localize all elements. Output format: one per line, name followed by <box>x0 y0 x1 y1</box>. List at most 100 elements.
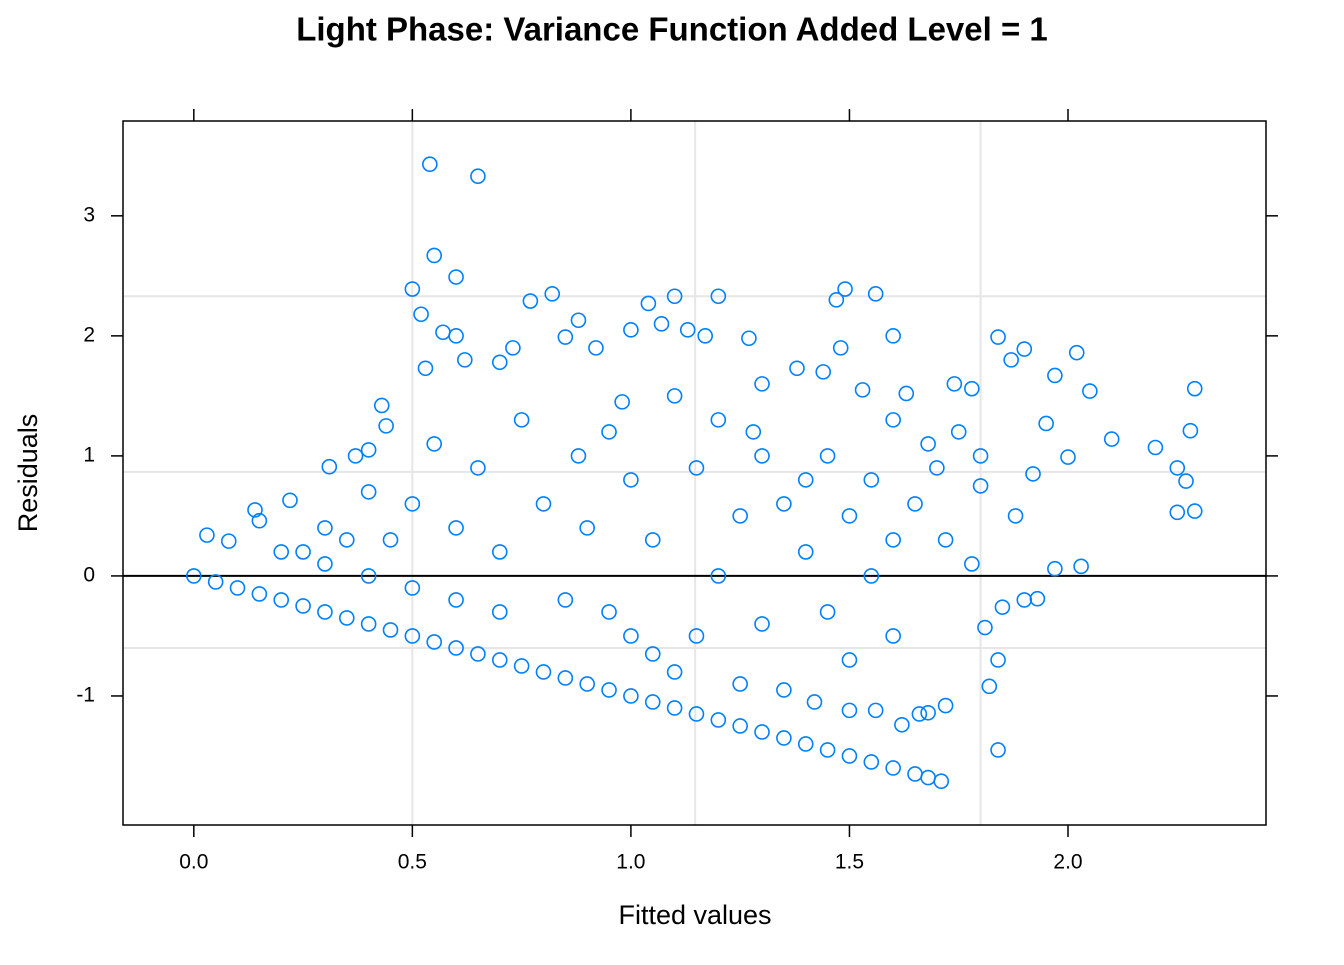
x-tick-label: 0.5 <box>398 851 427 874</box>
point <box>513 658 530 674</box>
point <box>601 424 617 440</box>
point <box>732 508 748 524</box>
point <box>863 472 880 488</box>
point <box>404 628 421 644</box>
point <box>894 716 910 733</box>
point <box>920 704 936 721</box>
point <box>317 556 333 572</box>
point <box>360 616 377 632</box>
point <box>470 646 486 662</box>
point <box>535 496 552 512</box>
point <box>745 424 762 440</box>
point <box>797 472 814 488</box>
point <box>644 694 661 710</box>
point <box>863 568 880 584</box>
y-tick-label: 1 <box>83 443 95 466</box>
y-tick-label: 0 <box>83 563 95 586</box>
point <box>491 544 508 560</box>
point <box>1103 431 1120 447</box>
point <box>338 532 355 548</box>
point <box>972 478 989 494</box>
point <box>207 574 224 590</box>
point <box>557 329 574 345</box>
point <box>1147 439 1164 456</box>
points <box>186 156 1203 789</box>
point <box>819 742 836 758</box>
point <box>867 702 884 719</box>
point <box>535 664 552 680</box>
y-tick-label: 3 <box>83 203 95 226</box>
x-axis-label: Fitted values <box>618 900 771 930</box>
point <box>295 598 311 614</box>
point <box>1007 508 1024 524</box>
point <box>863 754 880 770</box>
point <box>990 329 1006 345</box>
point <box>688 706 705 722</box>
point <box>964 556 980 572</box>
point <box>601 604 617 620</box>
point <box>841 508 858 524</box>
point <box>697 328 714 344</box>
point <box>754 448 770 464</box>
point <box>841 748 858 764</box>
point <box>382 532 399 548</box>
point <box>614 394 630 410</box>
point <box>1060 449 1076 465</box>
point <box>448 520 464 536</box>
point <box>815 364 832 380</box>
point <box>898 385 915 402</box>
point <box>644 532 661 548</box>
x-tick-label: 2.0 <box>1053 851 1082 874</box>
point <box>981 678 998 695</box>
point <box>732 718 748 734</box>
point <box>199 527 215 543</box>
point <box>413 306 429 323</box>
point <box>666 700 683 716</box>
point <box>907 496 923 512</box>
point <box>885 760 901 776</box>
point <box>373 397 390 414</box>
point <box>710 568 727 584</box>
point <box>426 634 443 650</box>
point <box>1073 558 1089 575</box>
point <box>623 628 639 644</box>
point <box>1047 367 1063 384</box>
grid <box>123 121 1266 825</box>
point <box>806 694 823 710</box>
point <box>819 604 836 620</box>
point <box>623 472 639 488</box>
point <box>317 604 333 620</box>
point <box>251 586 268 602</box>
plot-frame <box>122 120 1267 826</box>
point <box>990 742 1006 758</box>
point <box>417 360 434 377</box>
point <box>426 436 443 452</box>
point <box>457 352 473 368</box>
point <box>404 580 421 596</box>
point <box>920 769 936 786</box>
point <box>1178 473 1194 489</box>
point <box>273 544 290 560</box>
point <box>1169 460 1186 476</box>
x-tick-label: 0.0 <box>179 851 208 874</box>
point <box>251 512 268 529</box>
point <box>382 622 399 638</box>
point <box>972 448 989 464</box>
point <box>929 460 945 476</box>
point <box>885 328 901 344</box>
point <box>688 628 705 644</box>
y-axis-label: Residuals <box>13 414 43 533</box>
point <box>1038 415 1054 432</box>
point <box>937 532 954 548</box>
point <box>317 520 333 536</box>
point <box>557 670 574 686</box>
point <box>885 532 901 548</box>
point <box>710 712 727 728</box>
point <box>1016 341 1033 357</box>
point <box>491 354 508 371</box>
point <box>247 502 263 518</box>
point <box>776 496 792 512</box>
point <box>470 168 486 185</box>
point <box>666 288 683 305</box>
